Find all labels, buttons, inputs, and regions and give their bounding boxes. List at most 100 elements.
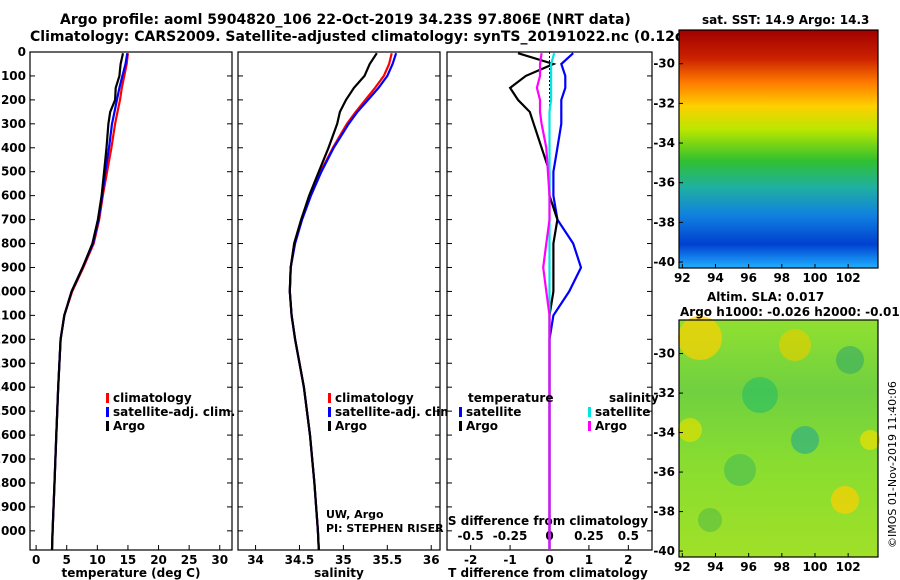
y-tick-label: 2000: [0, 524, 26, 538]
y-tick-label: 100: [1, 69, 26, 83]
sla-anomaly-blob: [724, 454, 756, 486]
plot-frame: [29, 51, 233, 551]
legend-label: Argo: [113, 419, 145, 433]
y-tick-label: 1400: [0, 380, 26, 394]
x-axis-label: T difference from climatology: [448, 566, 648, 580]
x-tick-label: 35: [335, 553, 352, 567]
y-tick-label: 200: [1, 93, 26, 107]
map-x-tick-label: 98: [773, 271, 790, 285]
x-tick-label: 20: [150, 553, 167, 567]
sla-anomaly-blob: [836, 346, 864, 374]
sla-anomaly-blob: [791, 426, 819, 454]
s-tick-label: 0.25: [574, 529, 604, 543]
s-tick-label: 0.5: [618, 529, 639, 543]
x-tick-label: 10: [89, 553, 106, 567]
legend-label: climatology: [113, 391, 192, 405]
map-y-tick-label: -30: [653, 347, 675, 361]
legend-swatch: [459, 407, 462, 417]
x-tick-label: 15: [120, 553, 137, 567]
map-x-tick-label: 100: [802, 271, 827, 285]
figure-title-line1: Argo profile: aoml 5904820_106 22-Oct-20…: [60, 12, 631, 28]
y-tick-label: 500: [1, 165, 26, 179]
series-line-s-argo: [535, 53, 551, 550]
y-tick-label: 1300: [0, 356, 26, 370]
y-tick-label: 400: [1, 141, 26, 155]
sla-anomaly-blob: [742, 377, 778, 413]
x-tick-label: 0: [32, 553, 40, 567]
legend-swatch: [328, 407, 331, 417]
legend-label: Argo: [595, 419, 627, 433]
series-line-argo: [50, 52, 125, 551]
sla-anomaly-blob: [698, 508, 722, 532]
map-y-tick-label: -36: [653, 176, 675, 190]
x-axis-label: temperature (deg C): [62, 566, 201, 580]
legend-swatch: [106, 393, 109, 403]
legend-swatch: [459, 421, 462, 431]
y-tick-label: 1700: [0, 452, 26, 466]
x-tick-label: 25: [181, 553, 198, 567]
imos-timestamp: ©IMOS 01-Nov-2019 11:40:06: [886, 381, 899, 548]
map-x-tick-label: 92: [674, 560, 691, 574]
s-tick-label: -0.25: [493, 529, 528, 543]
y-tick-label: 0: [18, 45, 26, 59]
legend-label: satellite-adj. clim.: [113, 405, 235, 419]
y-tick-label: 900: [1, 260, 26, 274]
map-y-tick-label: -36: [653, 465, 675, 479]
x-tick-label: 34.5: [285, 553, 315, 567]
y-tick-label: 1900: [0, 500, 26, 514]
legend-swatch: [328, 393, 331, 403]
map-y-tick-label: -38: [653, 505, 675, 519]
y-tick-label: 1600: [0, 428, 26, 442]
map-y-tick-label: -30: [653, 57, 675, 71]
x-tick-label: 34: [247, 553, 264, 567]
sla-anomaly-blob: [678, 418, 702, 442]
legend-label: satellite-adj. clim.: [335, 405, 457, 419]
legend-title-temperature: temperature: [468, 391, 553, 405]
legend-swatch: [328, 421, 331, 431]
sla-map-title-line2: Argo h1000: -0.026 h2000: -0.019: [680, 305, 900, 319]
salinity-panel: 34 34.5 35 35.5 36 salinity climatologysatelli…: [237, 51, 457, 580]
map-x-tick-label: 98: [773, 560, 790, 574]
legend-swatch: [106, 407, 109, 417]
x-tick-label: 1: [585, 553, 593, 567]
temperature-panel: 0100200300400500600700800900100011001200…: [0, 45, 235, 580]
sla-anomaly-blob: [678, 316, 722, 360]
map-y-tick-label: -40: [653, 544, 675, 558]
sla-map-panel: 92 94 96 98 100 102 -30 -32 -34 -36 -38 -40: [653, 316, 880, 574]
y-tick-label: 800: [1, 237, 26, 251]
y-tick-label: 1000: [0, 284, 26, 298]
x-tick-label: -1: [503, 553, 516, 567]
sla-anomaly-blob: [860, 430, 880, 450]
legend-title-salinity: salinity: [609, 391, 659, 405]
map-y-tick-label: -40: [653, 255, 675, 269]
difference-panel: -2 -1 0 1 2-0.5 -0.25 0 0.25 0.5S difference fro…: [446, 51, 659, 580]
plot-frame: [237, 51, 441, 551]
y-tick-label: 600: [1, 189, 26, 203]
map-x-tick-label: 102: [836, 271, 861, 285]
y-tick-label: 1800: [0, 476, 26, 490]
map-x-tick-label: 92: [674, 271, 691, 285]
y-tick-label: 300: [1, 117, 26, 131]
sla-map-title-line1: Altim. SLA: 0.017: [707, 290, 825, 304]
map-x-tick-label: 102: [836, 560, 861, 574]
legend-label: satellite: [466, 405, 521, 419]
annotation-line1: UW, Argo: [326, 508, 384, 521]
map-y-tick-label: -34: [653, 426, 675, 440]
x-tick-label: 36: [423, 553, 440, 567]
map-x-tick-label: 100: [802, 560, 827, 574]
x-tick-label: 5: [63, 553, 71, 567]
legend-label: climatology: [335, 391, 414, 405]
map-frame: [678, 319, 879, 558]
legend-label: satellite: [595, 405, 650, 419]
map-x-tick-label: 94: [707, 271, 724, 285]
legend-swatch: [588, 421, 591, 431]
map-y-tick-label: -38: [653, 215, 675, 229]
legend-label: Argo: [466, 419, 498, 433]
x-tick-label: 0: [545, 553, 553, 567]
map-x-tick-label: 96: [740, 271, 757, 285]
legend-swatch: [106, 421, 109, 431]
sla-anomaly-blob: [779, 329, 811, 361]
sst-map-title: sat. SST: 14.9 Argo: 14.3: [702, 13, 870, 27]
legend-swatch: [588, 407, 591, 417]
